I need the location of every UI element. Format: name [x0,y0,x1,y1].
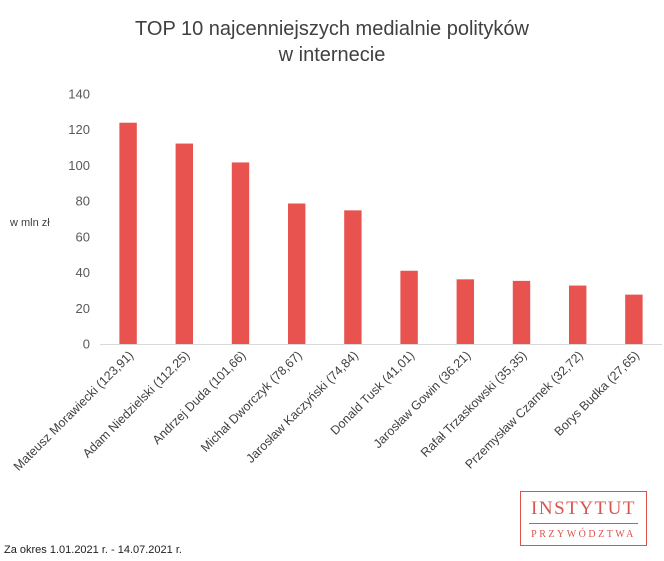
category-label: Adam Niedzielski (112,25) [80,348,192,460]
y-tick-label: 80 [76,194,90,209]
y-axis-label: w mln zł [10,217,50,229]
bar [287,203,306,344]
instytut-przywodztwa-logo: INSTYTUT PRZYWÓDZTWA [520,491,647,546]
logo-divider [529,523,638,524]
bar [512,280,531,345]
y-tick-label: 0 [83,337,90,352]
bar [344,210,362,344]
bar [568,285,587,344]
y-tick-labels: 0 20 40 60 80 100 120 140 [68,87,90,352]
category-label: Przemysław Czarnek (32,72) [462,348,585,471]
y-tick-label: 40 [76,265,90,280]
bar [119,122,137,344]
logo-text-top: INSTYTUT [531,498,636,519]
category-labels: Mateusz Morawiecki (123,91)Adam Niedziel… [11,348,642,473]
bars [119,122,643,345]
y-tick-label: 20 [76,301,90,316]
category-label: Jarosław Kaczyński (74,84) [244,348,361,465]
category-label: Michał Dworczyk (78,67) [198,348,305,455]
logo-text-bottom: PRZYWÓDZTWA [531,529,636,540]
y-tick-label: 140 [68,87,90,102]
y-tick-label: 100 [68,158,90,173]
y-tick-label: 120 [68,122,90,137]
footnote: Za okres 1.01.2021 r. - 14.07.2021 r. [4,544,182,556]
bar [625,294,643,345]
category-label: Mateusz Morawiecki (123,91) [11,348,136,473]
chart-title: TOP 10 najcenniejszych medialnie polityk… [0,16,664,68]
category-label: Andrzej Duda (101,66) [150,348,249,447]
category-label: Jarosław Gowin (36,21) [371,348,474,451]
bar [175,143,194,344]
chart-title-line-1: TOP 10 najcenniejszych medialnie polityk… [135,18,529,40]
chart-title-line-2: w internecie [278,44,386,66]
bar [400,270,418,344]
bar [231,162,250,344]
bar [456,279,475,344]
y-tick-label: 60 [76,229,90,244]
category-label: Rafał Trzaskowski (35,35) [418,348,530,460]
